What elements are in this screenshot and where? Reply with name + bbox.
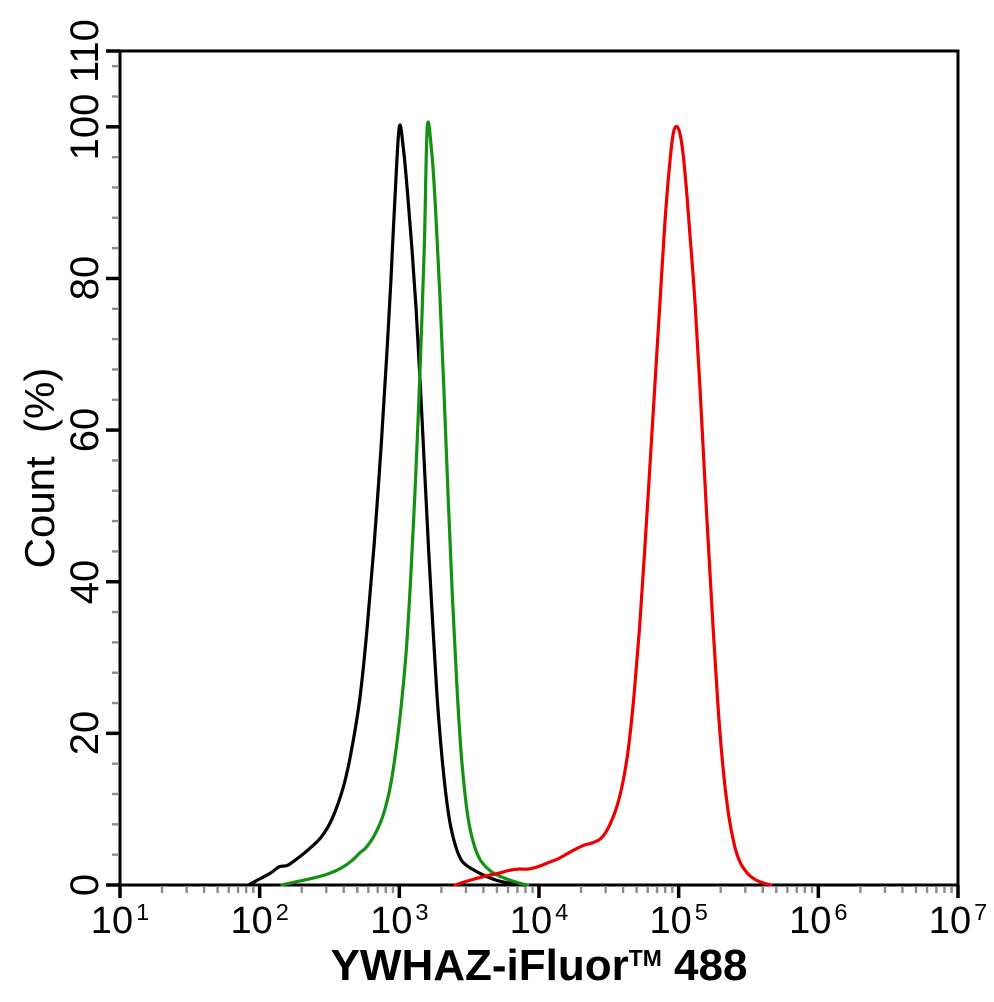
y-tick-label-0: 0 (63, 873, 107, 897)
x-tick-label-10e6: 10 6 (789, 899, 848, 942)
y-tick-label-100: 100 (63, 93, 107, 161)
x-tick-label-10e4: 10 4 (509, 899, 569, 942)
y-axis-title: Count (%) (16, 367, 63, 569)
x-tick-label-10e5: 10 5 (649, 899, 708, 942)
trademark-superscript: TM (628, 944, 662, 971)
y-tick-label-110: 110 (63, 19, 107, 83)
y-tick-label-40: 40 (63, 559, 107, 604)
x-axis-title: YWHAZ-iFluorTM 488 (331, 944, 748, 988)
x-tick-label-10e3: 10 3 (370, 899, 429, 942)
curve-red-peak (453, 124, 773, 887)
x-axis-title-main: YWHAZ-iFluor (330, 941, 629, 990)
x-axis-title-suffix: 488 (661, 941, 748, 990)
plot-frame (118, 49, 960, 887)
x-tick-label-10e7: 10 7 (928, 899, 988, 942)
y-tick-label-20: 20 (63, 711, 107, 756)
curve-black-peak (246, 123, 527, 887)
y-tick-label-80: 80 (63, 256, 107, 301)
curve-green-peak (280, 120, 530, 887)
x-tick-label-10e2: 10 2 (230, 899, 289, 942)
y-tick-label-60: 60 (63, 407, 107, 453)
x-tick-label-10e1: 10 1 (90, 899, 150, 942)
